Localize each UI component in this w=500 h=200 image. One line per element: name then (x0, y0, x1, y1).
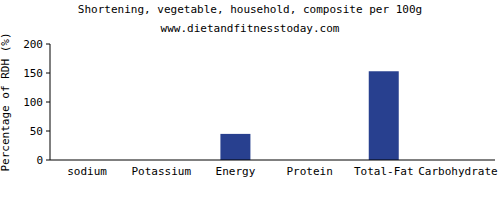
x-tick-label: Potassium (131, 165, 191, 178)
y-tick (46, 44, 50, 45)
y-tick (46, 160, 50, 161)
x-tick-label: Energy (216, 165, 256, 178)
y-tick (46, 73, 50, 74)
subtitle: www.dietandfitnesstoday.com (161, 22, 340, 35)
x-tick-label: sodium (67, 165, 107, 178)
chart-svg: Shortening, vegetable, household, compos… (0, 0, 500, 200)
title: Shortening, vegetable, household, compos… (78, 3, 422, 16)
bar (220, 134, 250, 160)
x-tick-label: Protein (286, 165, 332, 178)
bar (369, 71, 399, 160)
y-tick-label: 100 (23, 96, 43, 109)
y-tick (46, 131, 50, 132)
y-tick (46, 102, 50, 103)
bars (220, 71, 398, 160)
x-tick-label: Carbohydrate (418, 165, 497, 178)
x-tick-label: Total-Fat (354, 165, 414, 178)
y-tick-label: 150 (23, 67, 43, 80)
y-tick-label: 50 (30, 125, 43, 138)
y-axis (50, 44, 51, 160)
y-axis-label: Percentage of RDH (%) (0, 32, 12, 171)
x-axis (50, 160, 495, 161)
chart-container: Shortening, vegetable, household, compos… (0, 0, 500, 200)
y-tick-label: 0 (36, 154, 43, 167)
y-tick-label: 200 (23, 38, 43, 51)
